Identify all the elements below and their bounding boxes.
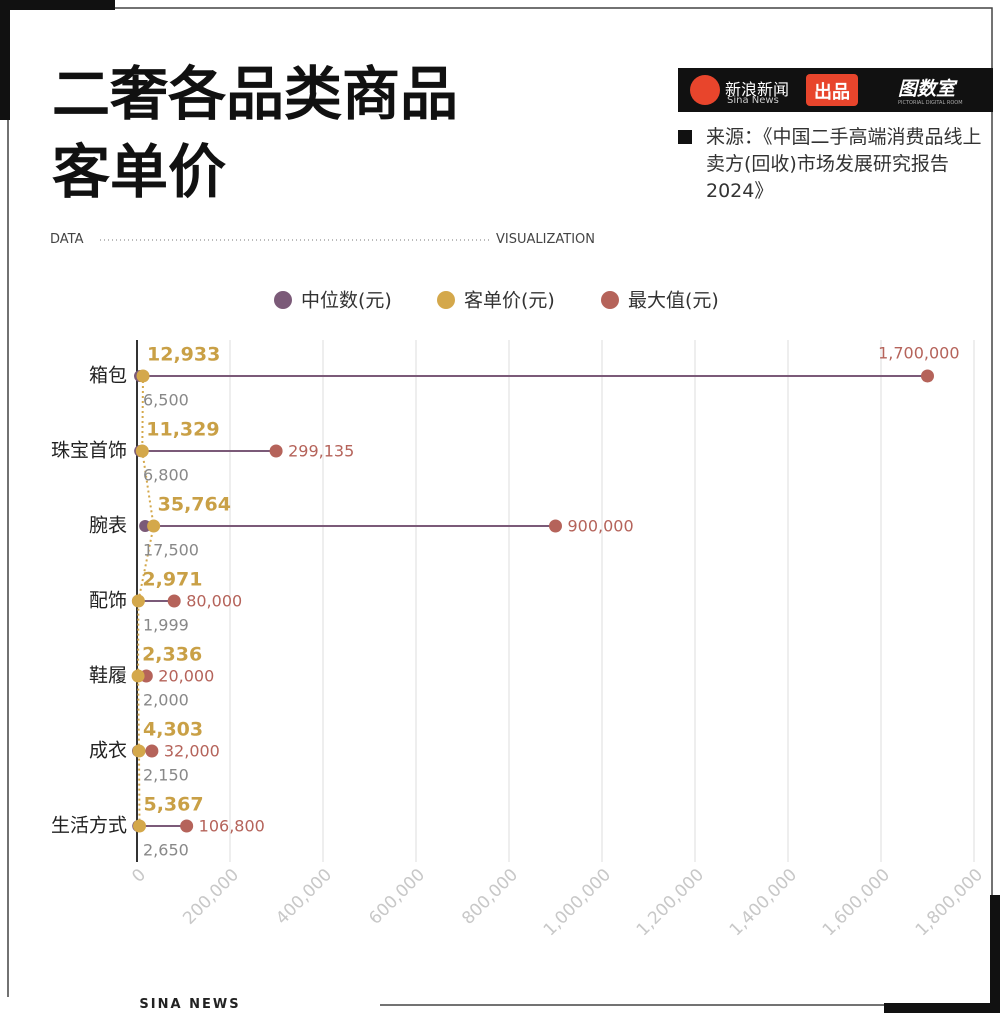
legend-label: 最大值(元) bbox=[628, 290, 719, 312]
max-label: 900,000 bbox=[568, 517, 634, 536]
legend-marker bbox=[274, 291, 292, 309]
max-label: 20,000 bbox=[158, 667, 214, 686]
category-label: 成衣 bbox=[89, 740, 127, 762]
corner bbox=[884, 1003, 1000, 1013]
brand: 新浪新闻 bbox=[725, 80, 790, 99]
avg-label: 4,303 bbox=[143, 719, 203, 741]
x-tick-label: 200,000 bbox=[179, 865, 243, 929]
source: 来源：《中国二手高端消费品线上卖方(回收)市场发展研究报告2024》 bbox=[706, 126, 982, 202]
max-label: 1,700,000 bbox=[878, 344, 959, 363]
x-tick-label: 1,400,000 bbox=[726, 865, 801, 940]
avg-label: 2,336 bbox=[142, 644, 202, 666]
median-label: 1,999 bbox=[143, 616, 189, 635]
studio: 图数室 bbox=[898, 78, 956, 100]
corner bbox=[0, 0, 115, 10]
corner bbox=[0, 0, 10, 120]
max-dot bbox=[180, 819, 194, 833]
max-dot bbox=[921, 369, 934, 383]
corner bbox=[990, 895, 1000, 1013]
x-tick-label: 600,000 bbox=[365, 865, 429, 929]
max-label: 106,800 bbox=[199, 817, 265, 836]
avg-label: 35,764 bbox=[158, 494, 231, 516]
median-label: 2,150 bbox=[143, 766, 189, 785]
legend-label: 客单价(元) bbox=[464, 290, 555, 312]
avg-dot bbox=[132, 744, 146, 758]
avg-dot bbox=[131, 669, 145, 683]
avg-dot bbox=[136, 369, 150, 383]
avg-label: 12,933 bbox=[147, 344, 220, 366]
avg-dot bbox=[131, 594, 145, 608]
max-dot bbox=[269, 444, 283, 458]
avg-label: 11,329 bbox=[146, 419, 219, 441]
category-label: 箱包 bbox=[89, 365, 127, 387]
max-label: 32,000 bbox=[164, 742, 220, 761]
median-label: 2,650 bbox=[143, 841, 189, 860]
x-tick-label: 0 bbox=[128, 865, 150, 887]
x-tick-label: 1,000,000 bbox=[540, 865, 615, 940]
x-tick-label: 400,000 bbox=[272, 865, 336, 929]
legend-marker bbox=[437, 291, 455, 309]
x-tick-label: 1,200,000 bbox=[633, 865, 708, 940]
logo bbox=[690, 75, 720, 105]
avg-label: 2,971 bbox=[142, 569, 202, 591]
source-mark bbox=[678, 130, 692, 144]
category-label: 配饰 bbox=[89, 590, 127, 612]
title: 二奢各品类商品客单价 bbox=[52, 60, 459, 206]
max-dot bbox=[167, 594, 181, 608]
studio-en: PICTORIAL DIGITAL ROOM bbox=[898, 100, 963, 106]
max-dot bbox=[549, 519, 562, 533]
median-label: 17,500 bbox=[143, 541, 199, 560]
data-word: DATA bbox=[50, 232, 84, 247]
max-dot bbox=[145, 744, 159, 758]
median-label: 6,500 bbox=[143, 391, 189, 410]
frame bbox=[7, 7, 993, 1006]
x-tick-label: 1,800,000 bbox=[912, 865, 987, 940]
vis-word: VISUALIZATION bbox=[496, 232, 595, 247]
median-label: 6,800 bbox=[143, 466, 189, 485]
footer: SINA NEWS bbox=[0, 997, 380, 1012]
badge-bg bbox=[806, 74, 858, 106]
category-label: 珠宝首饰 bbox=[51, 440, 127, 462]
brand-en: Sina News bbox=[727, 95, 779, 106]
category-label: 生活方式 bbox=[51, 815, 127, 837]
max-label: 299,135 bbox=[288, 442, 354, 461]
max-label: 80,000 bbox=[186, 592, 242, 611]
legend-label: 中位数(元) bbox=[301, 290, 392, 312]
badge: 出品 bbox=[814, 82, 850, 103]
category-label: 腕表 bbox=[89, 515, 127, 537]
avg-label: 5,367 bbox=[143, 794, 203, 816]
x-tick-label: 1,600,000 bbox=[819, 865, 894, 940]
avg-dot bbox=[135, 444, 149, 458]
category-label: 鞋履 bbox=[89, 665, 127, 687]
x-tick-label: 800,000 bbox=[458, 865, 522, 929]
median-label: 2,000 bbox=[143, 691, 189, 710]
avg-dot bbox=[147, 519, 161, 533]
avg-dot bbox=[132, 819, 146, 833]
legend-marker bbox=[601, 291, 619, 309]
